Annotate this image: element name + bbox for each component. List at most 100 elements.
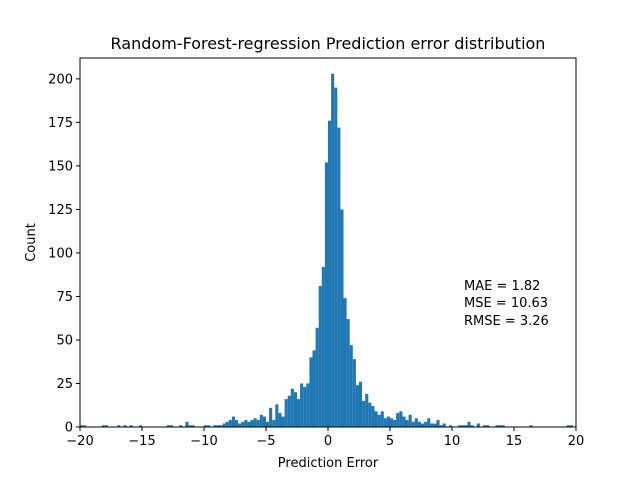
histogram-bar xyxy=(213,425,217,427)
histogram-bar xyxy=(529,425,533,427)
histogram-bar xyxy=(461,425,465,427)
histogram-bar xyxy=(362,400,366,427)
histogram-bar xyxy=(312,350,316,427)
histogram-bar xyxy=(293,392,297,427)
histogram-bar xyxy=(352,359,356,427)
histogram-bar xyxy=(129,425,133,427)
histogram-bar xyxy=(566,425,570,427)
histogram-bar xyxy=(464,425,468,427)
x-tick-label: 20 xyxy=(568,434,585,449)
y-tick-label: 25 xyxy=(56,377,73,392)
histogram-bar xyxy=(303,386,307,427)
histogram-bar xyxy=(123,425,127,427)
histogram-bar xyxy=(390,418,394,427)
histogram-bar xyxy=(244,420,248,427)
histogram-bar xyxy=(169,425,173,427)
histogram-bar xyxy=(225,421,229,427)
y-tick-label: 200 xyxy=(48,72,73,87)
histogram-bar xyxy=(83,425,87,427)
metrics-annotation: MAE = 1.82 MSE = 10.63 RMSE = 3.26 xyxy=(464,279,549,329)
histogram-bar xyxy=(216,425,220,427)
histogram-bar xyxy=(101,425,105,427)
y-tick-label: 75 xyxy=(56,290,73,305)
histogram-bar xyxy=(343,298,347,427)
histogram-bar xyxy=(219,425,223,427)
y-tick-label: 175 xyxy=(48,116,73,131)
x-tick-label: 10 xyxy=(444,434,461,449)
histogram-bar xyxy=(324,162,328,427)
histogram-bar xyxy=(498,425,502,427)
histogram-bar xyxy=(396,413,400,427)
histogram-bar xyxy=(290,388,294,427)
histogram-bar xyxy=(315,327,319,427)
histogram-bar xyxy=(442,423,446,427)
histogram-bar xyxy=(411,421,415,427)
histogram-bar xyxy=(204,425,208,427)
histogram-bar xyxy=(399,411,403,427)
histogram-bar xyxy=(393,420,397,427)
histogram-bar xyxy=(272,420,276,427)
histogram-bar xyxy=(380,411,384,427)
x-tick-label: −20 xyxy=(66,434,93,449)
histogram-bar xyxy=(368,402,372,427)
histogram-bar xyxy=(430,423,434,427)
histogram-bar xyxy=(458,425,462,427)
histogram-bar xyxy=(191,425,195,427)
histogram-bar xyxy=(138,425,142,427)
mae-annotation: MAE = 1.82 xyxy=(464,279,540,294)
histogram-bar xyxy=(355,385,359,427)
histogram-bar xyxy=(104,425,108,427)
histogram-bar xyxy=(306,383,310,427)
y-tick-label: 0 xyxy=(65,421,73,436)
histogram-bar xyxy=(337,127,341,427)
histogram-bar xyxy=(238,423,242,427)
histogram-bar xyxy=(297,399,301,427)
histogram-bar xyxy=(241,421,245,427)
histogram-bars xyxy=(80,73,573,428)
histogram-bar xyxy=(166,425,170,427)
histogram-bar xyxy=(346,319,350,427)
histogram-bar xyxy=(309,357,313,427)
mse-annotation: MSE = 10.63 xyxy=(464,296,548,311)
histogram-bar xyxy=(284,399,288,427)
histogram-bar xyxy=(349,345,353,427)
histogram-bar xyxy=(188,425,192,427)
histogram-bar xyxy=(318,286,322,427)
histogram-bar xyxy=(259,414,263,427)
histogram-bar xyxy=(383,418,387,427)
histogram-bar xyxy=(287,395,291,427)
y-tick-label: 125 xyxy=(48,203,73,218)
y-tick-label: 50 xyxy=(56,333,73,348)
histogram-bar xyxy=(495,425,499,427)
histogram-bar xyxy=(448,425,452,427)
histogram-bar xyxy=(374,411,378,427)
histogram-bar xyxy=(278,413,282,427)
histogram-bar xyxy=(427,418,431,427)
histogram-bar xyxy=(377,414,381,427)
histogram-bar xyxy=(402,416,406,427)
x-tick-label: 15 xyxy=(506,434,523,449)
x-axis-label: Prediction Error xyxy=(278,456,379,471)
histogram-bar xyxy=(483,425,487,427)
histogram-bar xyxy=(371,406,375,427)
x-tick-label: 5 xyxy=(386,434,394,449)
x-axis-ticks: −20 −15 −10 −5 0 5 10 15 20 xyxy=(66,427,584,449)
histogram-bar xyxy=(421,423,425,427)
x-tick-label: −5 xyxy=(256,434,275,449)
histogram-bar xyxy=(569,425,573,427)
histogram-bar xyxy=(501,425,505,427)
histogram-bar xyxy=(470,425,474,427)
histogram-bar xyxy=(414,418,418,427)
chart-title: Random-Forest-regression Prediction erro… xyxy=(111,34,546,53)
histogram-bar xyxy=(179,425,183,427)
histogram-bar xyxy=(408,414,412,427)
rmse-annotation: RMSE = 3.26 xyxy=(464,314,549,329)
histogram-bar xyxy=(405,420,409,427)
histogram-bar xyxy=(359,381,363,427)
x-tick-label: −10 xyxy=(190,434,217,449)
histogram-bar xyxy=(439,425,443,427)
histogram-bar xyxy=(80,425,84,427)
histogram-bar xyxy=(266,421,270,427)
x-tick-label: 0 xyxy=(324,434,332,449)
